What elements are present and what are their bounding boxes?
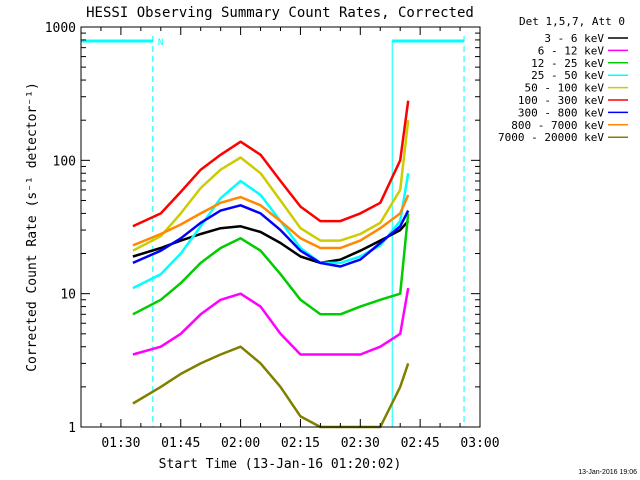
y-axis-label: Corrected Count Rate (s⁻¹ detector⁻¹) — [25, 82, 40, 372]
series-line-4 — [132, 120, 410, 252]
series-line-2 — [132, 213, 410, 316]
x-tick-label-5: 02:45 — [401, 436, 440, 451]
y-tick-label-0: 1 — [68, 421, 76, 436]
x-tick-label-2: 02:00 — [221, 436, 260, 451]
series-line-6 — [132, 204, 410, 268]
flag-label-0: N — [158, 38, 163, 48]
x-tick-label-4: 02:30 — [341, 436, 380, 451]
footer-date: 13-Jan-2016 19:06 — [578, 469, 637, 476]
legend-label-5: 100 - 300 keV — [518, 94, 604, 107]
y-tick-label-1: 10 — [60, 288, 76, 303]
x-tick-label-3: 02:15 — [281, 436, 320, 451]
legend-label-8: 7000 - 20000 keV — [498, 131, 604, 144]
legend-label-2: 12 - 25 keV — [531, 57, 604, 70]
series-line-7 — [132, 194, 410, 250]
legend-label-7: 800 - 7000 keV — [511, 119, 604, 132]
x-tick-label-1: 01:45 — [161, 436, 200, 451]
series-line-1 — [132, 287, 410, 356]
chart-title: HESSI Observing Summary Count Rates, Cor… — [86, 5, 474, 21]
x-tick-label-6: 03:00 — [460, 436, 499, 451]
legend-title: Det 1,5,7, Att 0 — [519, 15, 625, 28]
legend-label-1: 6 - 12 keV — [538, 44, 605, 57]
y-axis: 1 10 100 1000 — [45, 21, 480, 436]
legend-label-6: 300 - 800 keV — [518, 106, 604, 119]
x-axis: 01:30 01:45 02:00 02:15 02:30 02:45 03:00 — [80, 27, 500, 451]
x-tick-label-0: 01:30 — [101, 436, 140, 451]
series-line-5 — [132, 100, 410, 228]
legend-label-4: 50 - 100 keV — [525, 82, 605, 95]
y-tick-label-2: 100 — [53, 154, 76, 169]
legend-label-0: 3 - 6 keV — [544, 32, 604, 45]
y-tick-label-3: 1000 — [45, 21, 76, 36]
legend-label-3: 25 - 50 keV — [531, 69, 604, 82]
series-line-0 — [132, 220, 410, 265]
x-axis-label: Start Time (13-Jan-16 01:20:02) — [159, 457, 402, 472]
